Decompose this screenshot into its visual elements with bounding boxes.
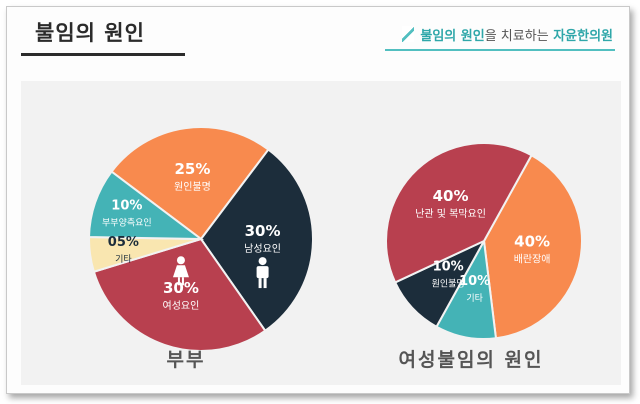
title-underline: [21, 53, 185, 56]
pie-category-label-2-1: 배란장애: [514, 253, 551, 265]
pie-chart-1: 25% 원인불명 30% 남성요인 30% 여성요인 05% 기타 10% 부부양측요인: [87, 126, 314, 352]
pie-category-label-1-5: 부부양측요인: [102, 217, 152, 228]
pie-value-label-1-4: 05%: [108, 235, 139, 250]
male-person-icon: [256, 257, 269, 289]
pie-category-label-2-4: 난관 및 복막요인: [415, 208, 486, 220]
pie-category-label-2-2: 기타: [466, 293, 483, 304]
pie-slice-2-4: [385, 142, 533, 284]
pie-value-label-1-2: 30%: [245, 222, 281, 240]
pie-slice-1-5: [87, 170, 205, 241]
pie-value-label-2-2: 10%: [459, 274, 490, 289]
tagline: 불임의 원인을 치료하는 자윤한의원: [402, 25, 613, 44]
pie-charts: 25% 원인불명 30% 남성요인 30% 여성요인 05% 기타 10% 부부양측요인 40% 배란…: [87, 126, 583, 352]
pie-value-label-2-3: 10%: [433, 259, 464, 274]
pie-slice-1-3: [92, 237, 267, 352]
chart-panel: 25% 원인불명 30% 남성요인 30% 여성요인 05% 기타 10% 부부양측요인 40% 배란…: [21, 81, 621, 385]
pie-slice-1-2: [199, 148, 314, 333]
chart-title-couple: 부부: [166, 349, 206, 371]
pie-value-label-1-5: 10%: [111, 198, 142, 213]
infographic-frame: 불임의 원인 불임의 원인을 치료하는 자윤한의원 25% 원인불명 30% 남성요인…: [6, 6, 630, 394]
pie-value-label-1-3: 30%: [163, 279, 199, 297]
pie-category-label-1-4: 기타: [115, 254, 132, 265]
pie-value-label-2-1: 40%: [514, 232, 550, 250]
tagline-underline: [385, 49, 615, 51]
tagline-highlight: 불임의 원인: [420, 29, 485, 44]
pie-category-label-1-3: 여성요인: [163, 300, 200, 312]
pie-slice-1-1: [110, 126, 270, 241]
tagline-text: 을 치료하는: [484, 29, 549, 44]
pie-value-label-2-4: 40%: [433, 187, 469, 205]
pie-category-label-2-3: 원인불명: [432, 278, 465, 289]
pie-category-label-1-1: 원인불명: [174, 181, 211, 193]
pie-slice-2-1: [482, 153, 583, 340]
chart-title-female: 여성불임의 원인: [398, 349, 544, 371]
page-title: 불임의 원인: [35, 21, 145, 45]
female-person-icon: [172, 256, 189, 286]
pie-value-label-1-1: 25%: [174, 160, 210, 178]
pie-category-label-1-2: 남성요인: [244, 243, 281, 255]
slash-mark-icon: [402, 26, 415, 42]
tagline-clinic: 자윤한의원: [553, 29, 613, 44]
